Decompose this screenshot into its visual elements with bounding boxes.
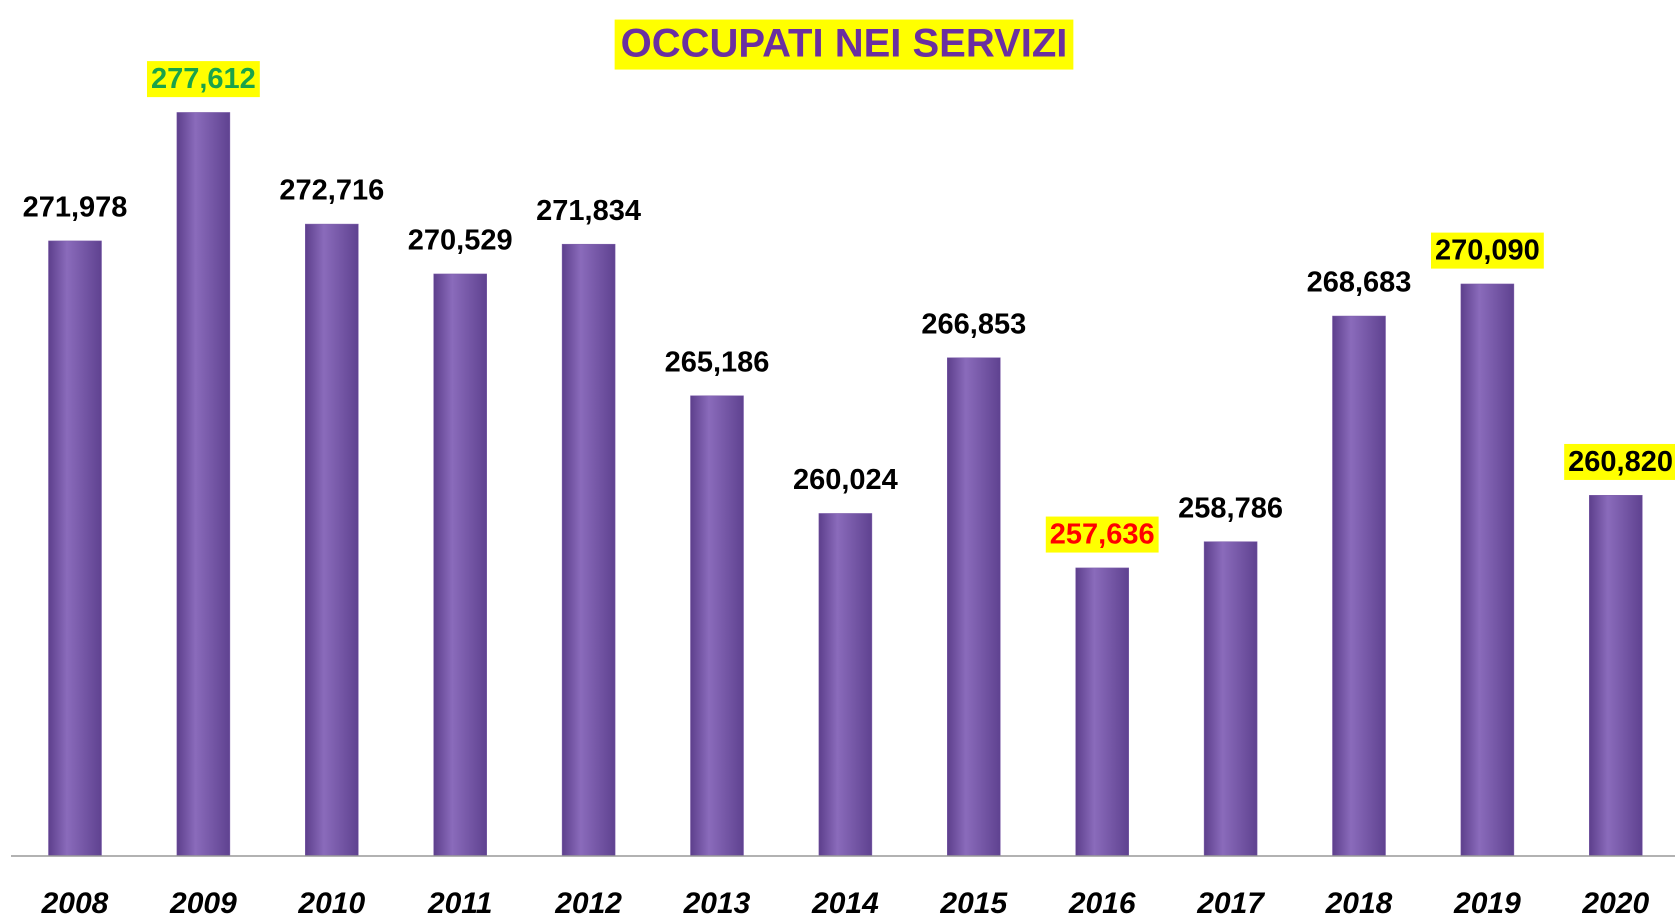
- value-label: 258,786: [1178, 492, 1283, 524]
- bar: [1332, 315, 1386, 857]
- value-label: 266,853: [921, 308, 1026, 340]
- chart-title: OCCUPATI NEI SERVIZI: [621, 22, 1068, 66]
- x-tick-label: 2013: [683, 887, 751, 920]
- value-label: 271,978: [23, 192, 128, 224]
- x-tick-label: 2008: [41, 887, 109, 920]
- x-tick-label: 2009: [169, 887, 237, 920]
- x-tick-label: 2015: [939, 887, 1008, 920]
- value-label: 277,612: [151, 63, 256, 95]
- bar: [1589, 495, 1643, 857]
- bar: [1203, 541, 1258, 857]
- x-tick-label: 2011: [427, 887, 493, 920]
- bar: [176, 112, 231, 857]
- value-label: 260,820: [1568, 446, 1673, 478]
- bar: [561, 243, 616, 857]
- x-tick-label: 2019: [1453, 887, 1521, 920]
- bar: [48, 240, 102, 857]
- bar: [690, 395, 744, 857]
- bar: [1075, 567, 1129, 857]
- label-highlight: [146, 61, 260, 98]
- bar: [305, 223, 359, 857]
- bar: [947, 357, 1001, 857]
- value-label: 270,090: [1435, 235, 1540, 267]
- value-label: 271,834: [536, 195, 641, 227]
- value-label: 272,716: [279, 175, 384, 207]
- x-tick-label: 2016: [1068, 887, 1136, 920]
- label-highlight: [1564, 443, 1675, 480]
- title-highlight: [614, 19, 1074, 70]
- label-highlight: [1430, 232, 1544, 269]
- label-highlight: [1045, 516, 1159, 553]
- x-tick-label: 2010: [297, 887, 365, 920]
- x-tick-label: 2018: [1325, 887, 1393, 920]
- x-tick-label: 2014: [811, 887, 879, 920]
- value-label: 265,186: [665, 346, 770, 378]
- bar: [818, 513, 873, 857]
- x-tick-label: 2017: [1196, 887, 1265, 920]
- value-label: 257,636: [1050, 519, 1155, 551]
- bar: [1460, 283, 1515, 857]
- bar: [433, 273, 487, 857]
- value-label: 268,683: [1307, 267, 1412, 299]
- value-label: 260,024: [793, 464, 898, 496]
- x-tick-label: 2012: [554, 887, 622, 920]
- x-tick-label: 2020: [1581, 887, 1649, 920]
- value-label: 270,529: [408, 225, 513, 257]
